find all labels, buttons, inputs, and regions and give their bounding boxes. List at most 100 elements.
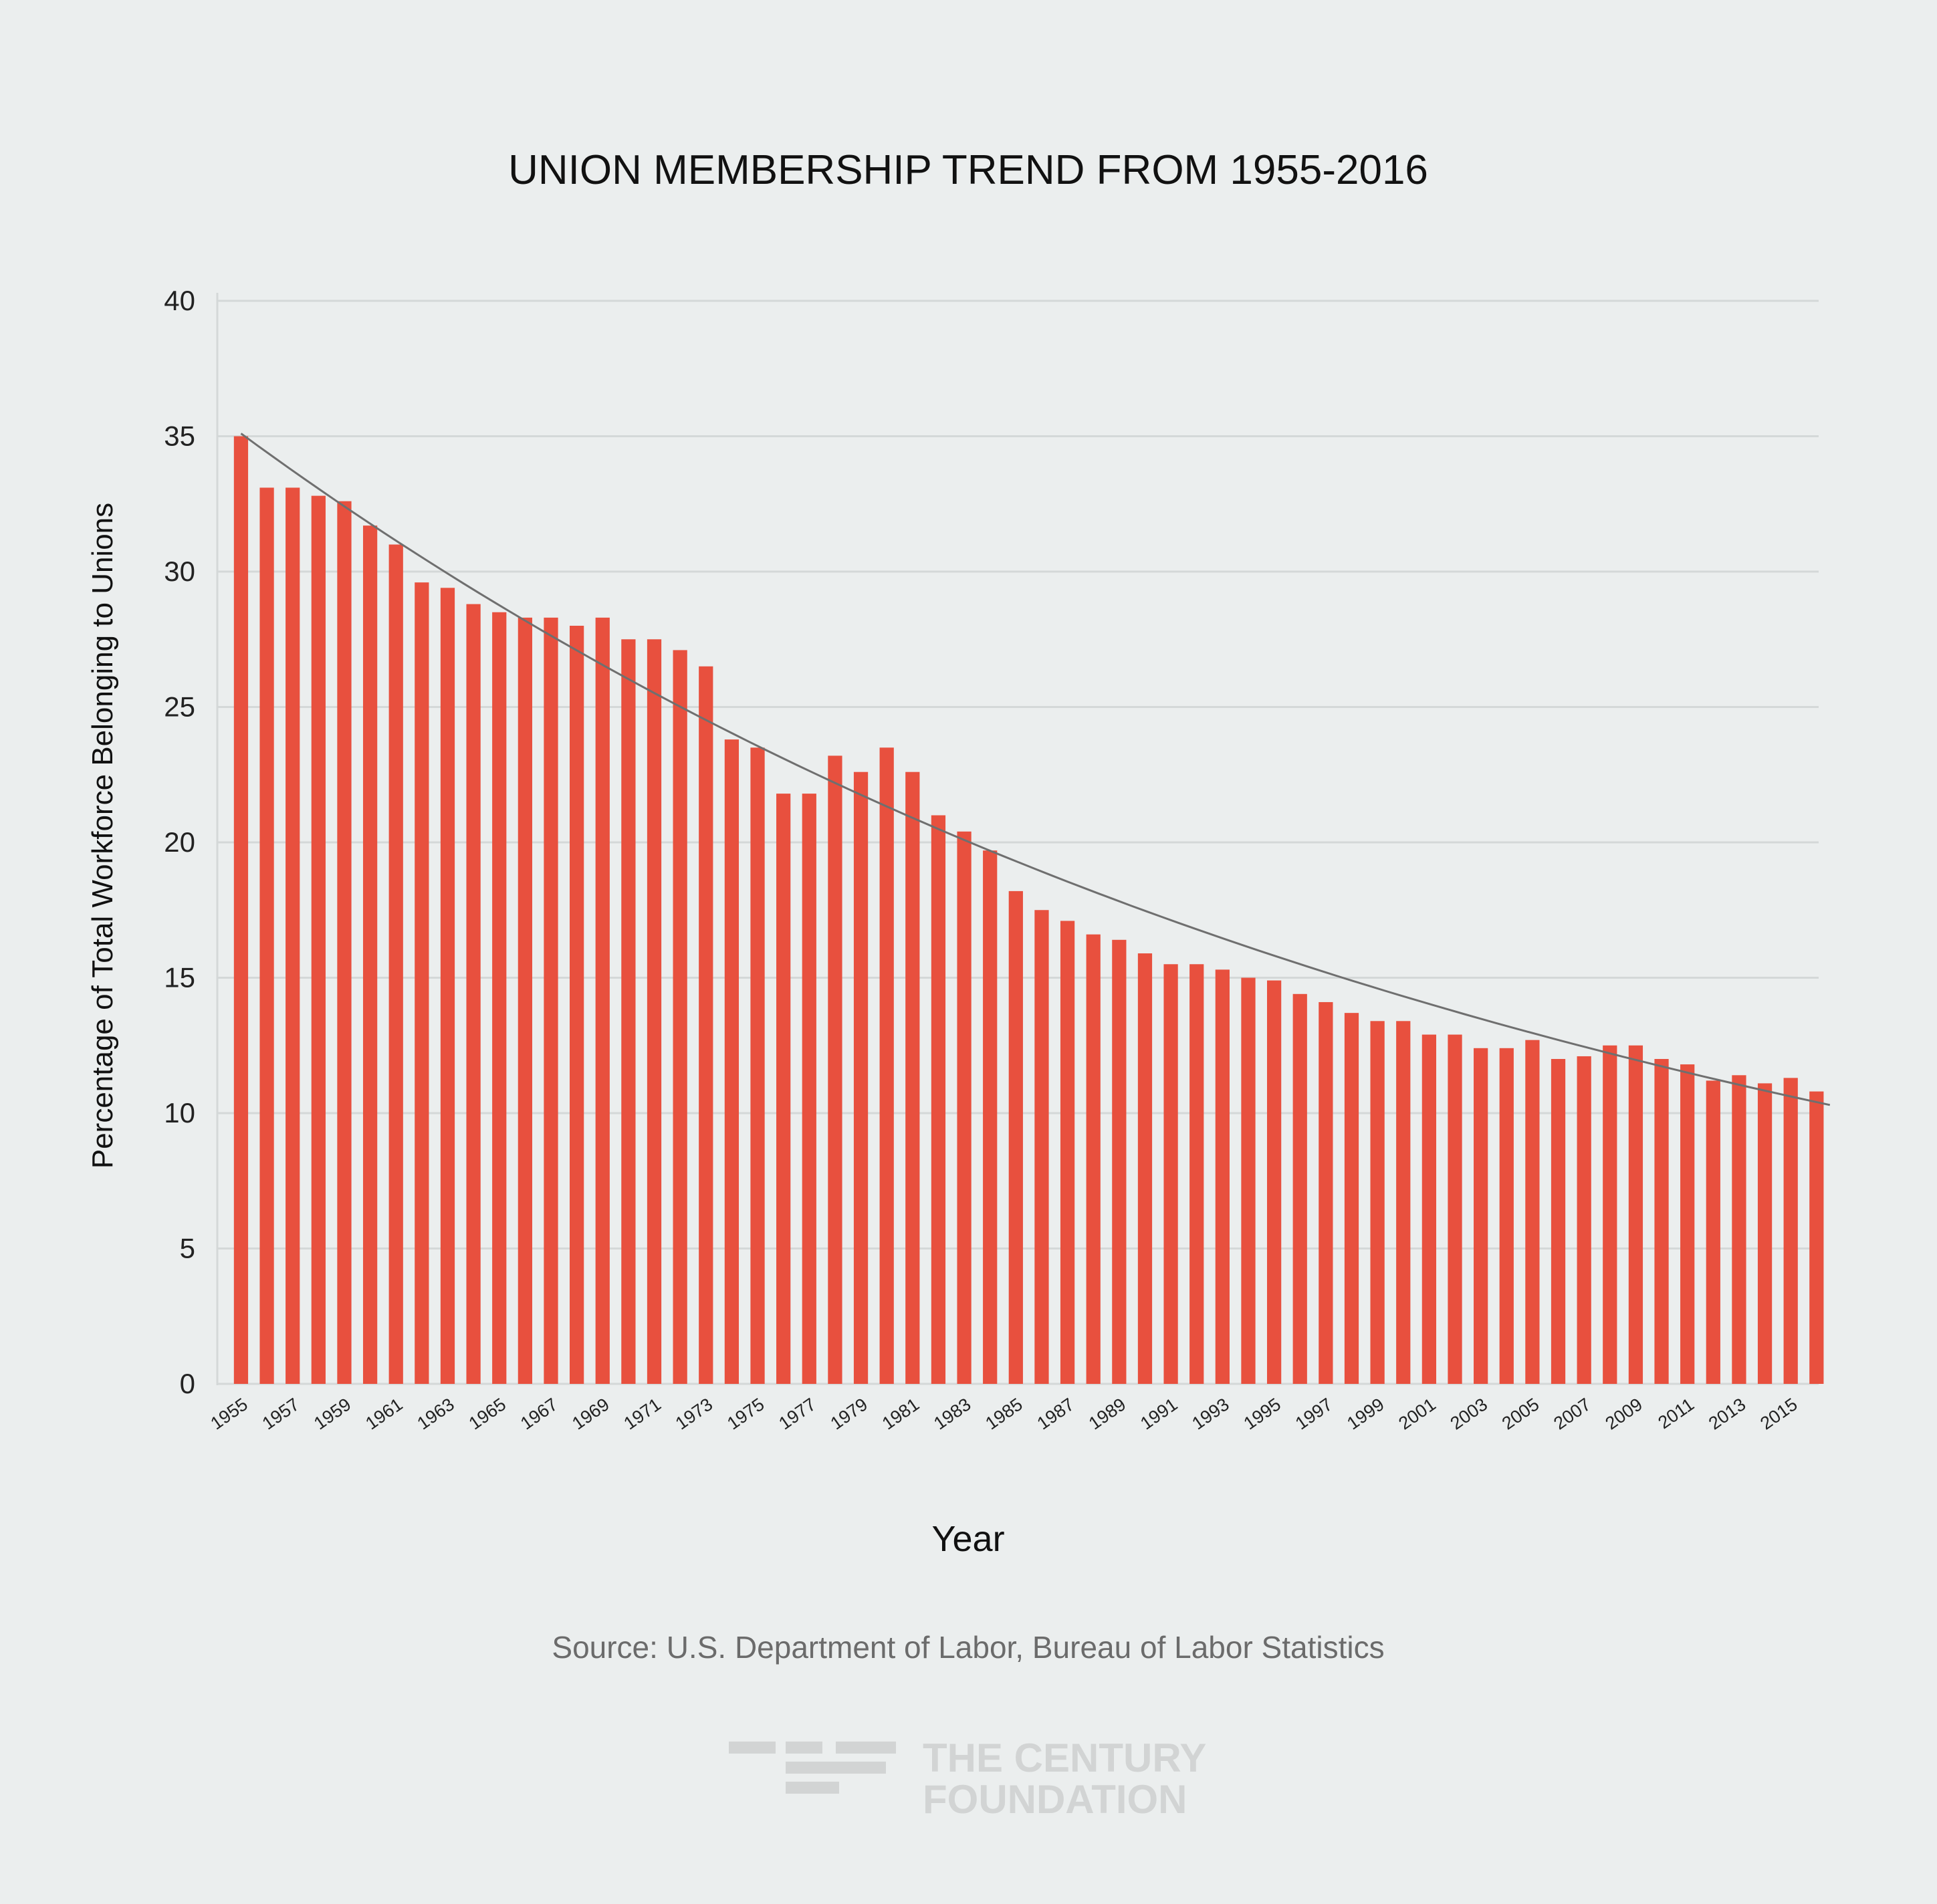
x-tick-label: 1991 bbox=[1137, 1394, 1181, 1433]
y-tick-label: 25 bbox=[164, 691, 195, 723]
bars bbox=[233, 436, 1824, 1385]
bar-1989 bbox=[1112, 939, 1127, 1384]
x-tick-label: 1967 bbox=[517, 1394, 561, 1433]
x-tick-label: 1957 bbox=[259, 1394, 303, 1433]
x-tick-label: 1955 bbox=[207, 1394, 251, 1433]
bar-1963 bbox=[440, 588, 455, 1384]
bar-1996 bbox=[1292, 993, 1307, 1384]
x-tick-label: 1961 bbox=[362, 1394, 406, 1433]
bar-1955 bbox=[233, 436, 249, 1384]
x-tick-label: 1997 bbox=[1292, 1394, 1336, 1433]
x-tick-label: 1977 bbox=[775, 1394, 819, 1433]
x-tick-label: 1989 bbox=[1085, 1394, 1129, 1433]
bar-1997 bbox=[1319, 1001, 1333, 1384]
logo-line-2: FOUNDATION bbox=[923, 1777, 1187, 1822]
bar-1967 bbox=[544, 617, 558, 1384]
bar-1979 bbox=[853, 771, 869, 1384]
bar-2009 bbox=[1628, 1045, 1643, 1384]
bar-2014 bbox=[1757, 1083, 1773, 1384]
bar-1965 bbox=[492, 612, 507, 1384]
bar-2002 bbox=[1448, 1034, 1462, 1384]
x-tick-label: 1973 bbox=[672, 1394, 716, 1433]
logo-line-1: THE CENTURY bbox=[923, 1736, 1206, 1780]
bar-1962 bbox=[415, 582, 429, 1385]
chart-title: UNION MEMBERSHIP TREND FROM 1955-2016 bbox=[508, 147, 1428, 193]
x-tick-label: 1965 bbox=[465, 1394, 509, 1433]
x-tick-label: 1987 bbox=[1034, 1394, 1078, 1433]
bar-1957 bbox=[286, 487, 300, 1385]
bar-1968 bbox=[570, 626, 584, 1384]
bar-2004 bbox=[1499, 1048, 1514, 1384]
x-tick-labels: 1955 1957 1959 1961 1963 1965 1967 1969 1971 1973… bbox=[207, 1394, 1801, 1433]
bar-2001 bbox=[1421, 1034, 1437, 1384]
bar-1971 bbox=[647, 639, 662, 1384]
gridlines bbox=[217, 300, 1819, 1385]
y-tick-label: 40 bbox=[164, 285, 195, 316]
trend-line bbox=[240, 433, 1831, 1106]
bar-1961 bbox=[388, 544, 403, 1384]
bar-1981 bbox=[905, 771, 920, 1384]
x-tick-label: 1999 bbox=[1343, 1394, 1387, 1433]
x-tick-label: 2005 bbox=[1498, 1394, 1543, 1433]
x-tick-label: 1975 bbox=[723, 1394, 768, 1433]
y-tick-label: 5 bbox=[180, 1233, 195, 1264]
bar-1986 bbox=[1034, 910, 1049, 1384]
x-tick-label: 2001 bbox=[1395, 1394, 1439, 1433]
bar-1985 bbox=[1008, 890, 1023, 1384]
bar-2003 bbox=[1474, 1048, 1488, 1384]
bar-1994 bbox=[1241, 977, 1256, 1384]
bar-1969 bbox=[595, 617, 610, 1384]
x-tick-label: 2013 bbox=[1705, 1394, 1749, 1433]
bar-1991 bbox=[1163, 964, 1178, 1384]
bar-1995 bbox=[1266, 980, 1282, 1384]
bar-2000 bbox=[1396, 1021, 1411, 1384]
x-tick-label: 1959 bbox=[310, 1394, 354, 1433]
x-tick-label: 2009 bbox=[1601, 1394, 1645, 1433]
y-tick-labels: 0 5 10 15 20 25 30 35 40 bbox=[164, 285, 195, 1399]
bar-1987 bbox=[1060, 921, 1075, 1384]
bar-1977 bbox=[802, 794, 816, 1384]
bar-1983 bbox=[957, 831, 972, 1384]
bar-2013 bbox=[1732, 1075, 1746, 1384]
bar-1959 bbox=[337, 501, 352, 1385]
bar-1966 bbox=[518, 617, 532, 1384]
century-foundation-logo: THE CENTURY FOUNDATION bbox=[729, 1736, 1206, 1822]
x-tick-label: 1963 bbox=[414, 1394, 458, 1433]
x-tick-label: 1983 bbox=[930, 1394, 974, 1433]
x-tick-label: 1971 bbox=[620, 1394, 665, 1433]
bar-1990 bbox=[1137, 953, 1153, 1384]
y-tick-label: 35 bbox=[164, 421, 195, 452]
x-tick-label: 1995 bbox=[1240, 1394, 1284, 1433]
bar-1972 bbox=[673, 650, 687, 1385]
bar-1978 bbox=[828, 755, 842, 1384]
bar-2006 bbox=[1551, 1059, 1566, 1384]
bar-1956 bbox=[259, 487, 274, 1385]
bar-1982 bbox=[931, 815, 946, 1384]
x-tick-label: 2007 bbox=[1550, 1394, 1594, 1433]
y-axis-label: Percentage of Total Workforce Belonging … bbox=[86, 503, 119, 1169]
y-tick-label: 30 bbox=[164, 556, 195, 587]
bar-2008 bbox=[1603, 1045, 1617, 1384]
bar-1964 bbox=[466, 604, 481, 1384]
bar-1973 bbox=[699, 666, 713, 1384]
x-tick-label: 1993 bbox=[1188, 1394, 1232, 1433]
bar-1958 bbox=[311, 495, 326, 1384]
bar-1974 bbox=[724, 739, 739, 1384]
x-tick-label: 1969 bbox=[568, 1394, 612, 1433]
x-axis-label: Year bbox=[931, 1519, 1004, 1559]
bar-1988 bbox=[1086, 934, 1101, 1384]
y-tick-label: 10 bbox=[164, 1097, 195, 1128]
x-tick-label: 1979 bbox=[827, 1394, 871, 1433]
x-tick-label: 1981 bbox=[879, 1394, 923, 1433]
x-tick-label: 2003 bbox=[1447, 1394, 1491, 1433]
x-tick-label: 1985 bbox=[982, 1394, 1026, 1433]
bar-2016 bbox=[1809, 1091, 1824, 1384]
y-tick-label: 20 bbox=[164, 826, 195, 858]
bar-1970 bbox=[621, 639, 636, 1384]
bar-2005 bbox=[1525, 1040, 1540, 1384]
bar-1998 bbox=[1344, 1013, 1359, 1384]
logo-mark-icon bbox=[729, 1742, 896, 1794]
x-tick-label: 2011 bbox=[1654, 1394, 1698, 1433]
source-note: Source: U.S. Department of Labor, Bureau… bbox=[552, 1630, 1384, 1665]
